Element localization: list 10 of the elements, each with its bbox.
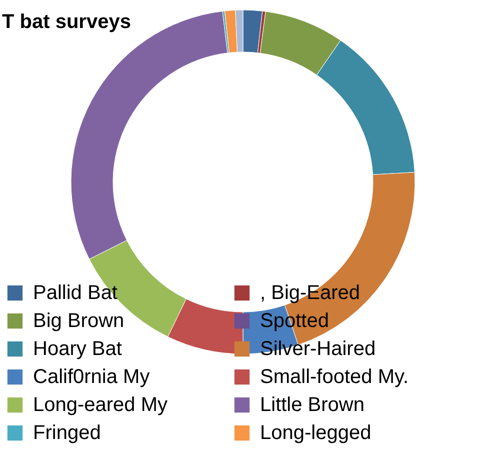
legend-label: Calif0rnia My: [33, 366, 150, 388]
legend-label: Big Brown: [33, 310, 124, 332]
legend-label: Long-legged: [260, 422, 372, 444]
chart-title: T bat surveys: [2, 11, 131, 33]
legend-label: Little Brown: [260, 394, 364, 416]
legend-label: Silver-Haired: [260, 338, 376, 360]
legend-label: Hoary Bat: [33, 338, 122, 360]
legend-label: Fringed: [33, 422, 101, 444]
legend-label: Long-eared My: [33, 394, 168, 416]
legend-label: Small-footed My.: [260, 366, 409, 388]
